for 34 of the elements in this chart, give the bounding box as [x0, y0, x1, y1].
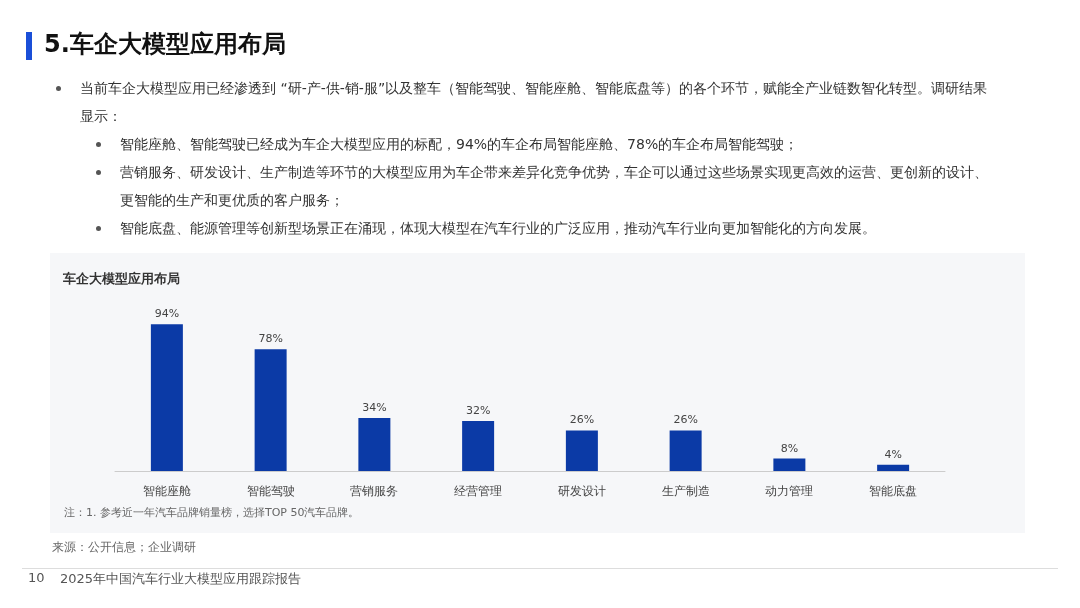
text: 注：1. 参考近一年汽车品牌销量榜，选择TOP 50汽车品牌。 [64, 505, 360, 520]
data-label: 32% [465, 404, 491, 418]
chart-subtitle: 车企大模型应用布局 [62, 271, 180, 286]
text: 2025年中国汽车行业大模型应用跟踪报告 [60, 570, 302, 588]
bar [462, 421, 495, 471]
data-label: 8% [780, 441, 799, 455]
text: 智能座舱、智能驾驶已经成为车企大模型应用的标配，94%的车企布局智能座舱、78%的车企布局智能驾驶； [120, 135, 800, 154]
x-tick-label: 智能驾驶 [246, 484, 295, 498]
data-label: 34% [362, 400, 387, 414]
x-tick-label: 营销服务 [350, 484, 399, 498]
text: 当前车企大模型应用已经渗透到 “研-产-供-销-服”以及整车（智能驾驶、智能座舱、智能底盘等）的各个环节，赋能全产业链数智化转型。调研结果显示： [80, 79, 989, 126]
data-label: 78% [258, 332, 283, 346]
data-label: 26% [673, 413, 698, 427]
bar [877, 464, 910, 471]
chart-title: 5.车企大模型应用布局 [44, 29, 286, 60]
x-tick-label: 智能座舱 [142, 484, 191, 498]
bar [254, 349, 287, 471]
bar [669, 430, 702, 471]
text: 智能底盘、能源管理等创新型场景正在涌现，体现大模型在汽车行业的广泛应用，推动汽车行业向更加智能化的方向发展。 [120, 219, 877, 238]
text: 营销服务、研发设计、生产制造等环节的大模型应用为车企带来差异化竞争优势，车企可以通过这些场景实现更高效的运营、更创新的设计、更智能的生产和更优质的客户服务； [120, 163, 989, 210]
x-tick-label: 动力管理 [765, 484, 814, 498]
x-tick-label: 智能底盘 [869, 484, 918, 498]
bar [773, 458, 806, 471]
x-tick-label: 研发设计 [557, 484, 606, 498]
data-label: 26% [569, 413, 595, 427]
data-label: 4% [884, 447, 902, 461]
data-label: 94% [154, 307, 180, 321]
source-note: 来源：公开信息；企业调研 [52, 540, 196, 555]
text: 10 [28, 570, 45, 585]
bar [150, 324, 183, 471]
bar [358, 417, 391, 471]
x-tick-label: 经营管理 [454, 484, 503, 498]
x-tick-label: 生产制造 [661, 484, 710, 498]
bar [565, 430, 598, 471]
